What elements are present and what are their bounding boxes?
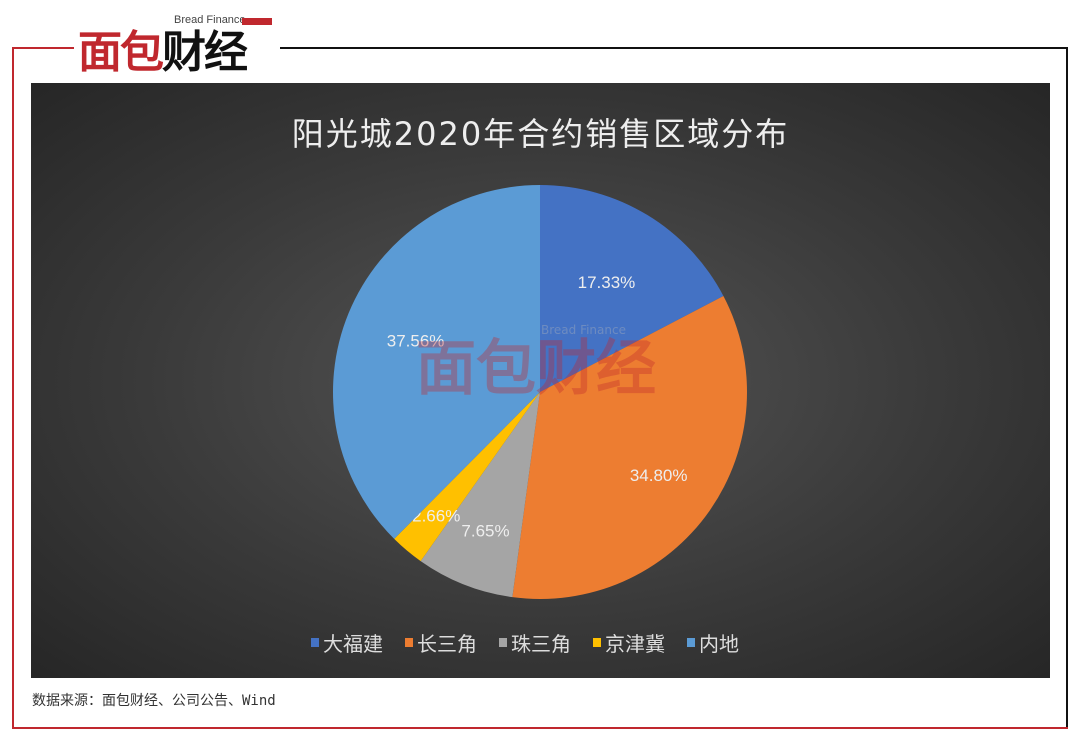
watermark-en: Bread Finance xyxy=(541,323,626,337)
watermark-cn: 面包财经 xyxy=(416,334,656,404)
legend-item: 珠三角 xyxy=(499,628,571,657)
legend-label: 珠三角 xyxy=(511,632,571,656)
data-source: 数据来源：面包财经、公司公告、Wind xyxy=(32,693,276,709)
pie-slice-大福建 xyxy=(540,185,724,392)
legend-swatch xyxy=(593,638,601,647)
pie-chart: 17.33% 34.80% 7.65%2.66% 37.56% xyxy=(333,185,748,599)
watermark: Bread Finance 面包财经 xyxy=(416,323,656,401)
legend-swatch xyxy=(687,638,695,647)
frame-left xyxy=(12,47,14,729)
legend-item: 大福建 xyxy=(311,628,383,657)
data-label: 2.66% xyxy=(412,507,460,526)
legend-item: 京津冀 xyxy=(593,628,665,657)
pie-slice-内地 xyxy=(333,185,540,539)
logo-chinese: 面包财经 xyxy=(78,27,248,78)
pie-slice-珠三角 xyxy=(420,392,540,598)
legend-label: 内地 xyxy=(699,632,739,656)
pie-slice-京津冀 xyxy=(394,392,540,562)
chart-title: 阳光城2020年合约销售区域分布 xyxy=(291,115,790,153)
legend-item: 长三角 xyxy=(405,628,477,657)
data-label: 17.33% xyxy=(578,273,636,292)
logo-black-text: 财经 xyxy=(162,27,248,78)
frame-top-left xyxy=(12,47,74,49)
legend-item: 内地 xyxy=(687,628,739,657)
legend-swatch xyxy=(311,638,319,647)
frame-bottom xyxy=(12,727,1068,729)
logo-english: Bread Finance xyxy=(174,14,246,26)
legend: 大福建 长三角 珠三角 京津冀 内地 xyxy=(311,628,739,657)
pie-slice-长三角 xyxy=(512,296,748,599)
frame-right xyxy=(1066,47,1068,729)
logo-red-text: 面包 xyxy=(78,27,164,78)
data-label: 37.56% xyxy=(387,332,445,351)
legend-swatch xyxy=(405,638,413,647)
legend-label: 长三角 xyxy=(417,632,477,656)
data-label: 7.65% xyxy=(461,522,509,541)
data-label: 34.80% xyxy=(630,466,688,485)
frame-top xyxy=(280,47,1068,49)
legend-swatch xyxy=(499,638,507,647)
legend-label: 京津冀 xyxy=(605,632,665,656)
logo: Bread Finance 面包财经 xyxy=(78,14,278,84)
legend-label: 大福建 xyxy=(323,632,383,656)
logo-bar xyxy=(242,18,272,25)
chart-area: 阳光城2020年合约销售区域分布 17.33% 34.80% 7.65% 2.66% 3… xyxy=(31,83,1050,678)
